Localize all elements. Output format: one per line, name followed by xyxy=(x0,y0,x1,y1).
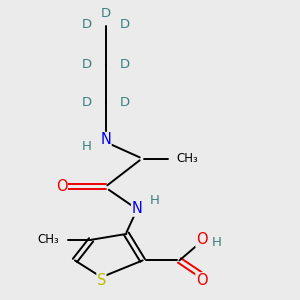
Text: D: D xyxy=(120,58,130,71)
Text: H: H xyxy=(149,194,159,207)
Text: D: D xyxy=(82,18,92,32)
Text: H: H xyxy=(82,140,92,153)
Text: CH₃: CH₃ xyxy=(176,152,198,165)
Text: O: O xyxy=(196,232,207,247)
Text: D: D xyxy=(101,8,111,20)
Text: D: D xyxy=(82,58,92,71)
Text: H: H xyxy=(211,236,221,249)
Text: D: D xyxy=(82,96,92,110)
Text: D: D xyxy=(120,96,130,110)
Text: D: D xyxy=(120,18,130,32)
Text: O: O xyxy=(196,273,207,288)
Text: O: O xyxy=(56,179,68,194)
Text: N: N xyxy=(131,201,142,216)
Text: CH₃: CH₃ xyxy=(37,233,59,246)
Text: N: N xyxy=(100,132,111,147)
Text: S: S xyxy=(97,273,106,288)
